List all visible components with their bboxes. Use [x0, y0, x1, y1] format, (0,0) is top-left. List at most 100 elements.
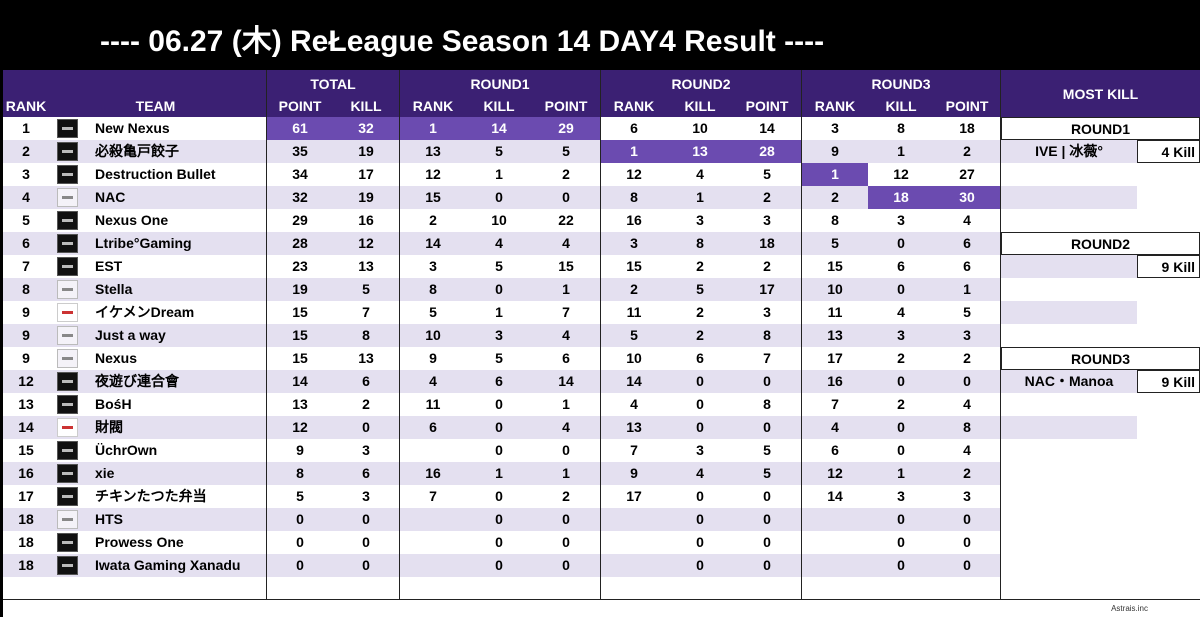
- total-point-cell: 61: [267, 117, 333, 140]
- most-kill-round3-player: NAC・Manoa: [1001, 370, 1137, 393]
- total-point-cell: 29: [292, 212, 308, 228]
- round3-point-cell: 5: [963, 304, 971, 320]
- table-row: 9 15 7 5 1 7 11 2 3 11 4 5 イケメンDream: [3, 301, 1000, 324]
- round2-kill-cell: 3: [696, 442, 704, 458]
- round1-kill-cell: 5: [495, 258, 503, 274]
- total-kill-cell: 19: [358, 189, 374, 205]
- round2-rank-cell: 12: [626, 166, 642, 182]
- team-name-cell: Stella: [95, 281, 133, 297]
- round1-rank-cell: 13: [425, 143, 441, 159]
- round1-rank-cell: 3: [429, 258, 437, 274]
- header-rank-team: RANK TEAM: [3, 70, 266, 117]
- header-round3-point: POINT: [945, 98, 989, 114]
- round2-point-cell: 8: [763, 396, 771, 412]
- round3-rank-cell: 1: [802, 163, 868, 186]
- total-kill-cell: 0: [362, 419, 370, 435]
- round3-rank-cell: 7: [831, 396, 839, 412]
- team-name-cell: NAC: [95, 189, 126, 205]
- divider-round2: [801, 70, 802, 599]
- team-name-cell: 財閥: [95, 419, 123, 435]
- round1-kill-cell: 0: [495, 557, 503, 573]
- round3-rank-cell: 5: [831, 235, 839, 251]
- round3-rank-cell: 8: [831, 212, 839, 228]
- round2-rank-cell: 14: [626, 373, 642, 389]
- most-kill-round1-label: ROUND1: [1001, 117, 1200, 140]
- round3-kill-cell: 2: [897, 350, 905, 366]
- round3-point-cell: 1: [963, 281, 971, 297]
- total-point-cell: 15: [292, 350, 308, 366]
- round1-kill-cell: 0: [495, 511, 503, 527]
- round1-point-cell: 1: [562, 281, 570, 297]
- team-logo-icon: [57, 165, 78, 184]
- round1-rank-cell: [400, 439, 466, 462]
- team-name-cell: Just a way: [95, 327, 166, 343]
- total-kill-cell: 3: [362, 442, 370, 458]
- rank-cell: 18: [18, 534, 34, 550]
- round3-point-cell: 8: [963, 419, 971, 435]
- total-point-cell: 8: [296, 465, 304, 481]
- total-point-cell: 23: [292, 258, 308, 274]
- round1-kill-cell: 1: [495, 304, 503, 320]
- team-logo-icon: [57, 533, 78, 552]
- round3-kill-cell: 8: [897, 120, 905, 136]
- round3-point-cell: 6: [963, 258, 971, 274]
- round2-point-cell: 2: [763, 189, 771, 205]
- round1-kill-cell: 14: [466, 117, 532, 140]
- divider-team: [266, 70, 267, 599]
- table-row: 14 12 0 6 0 4 13 0 0 4 0 8 財閥: [3, 416, 1000, 439]
- team-name-cell: HTS: [95, 511, 123, 527]
- total-kill-cell: 8: [362, 327, 370, 343]
- total-kill-cell: 3: [362, 488, 370, 504]
- round1-rank-cell: 5: [429, 304, 437, 320]
- table-row: 15 9 3 0 0 7 3 5 6 0 4 ÜchrOwn: [3, 439, 1000, 462]
- round1-point-cell: 2: [562, 488, 570, 504]
- rank-cell: 1: [22, 120, 30, 136]
- header-team: TEAM: [135, 98, 176, 114]
- total-point-cell: 13: [292, 396, 308, 412]
- round1-point-cell: 7: [562, 304, 570, 320]
- round2-kill-cell: 2: [696, 258, 704, 274]
- round1-kill-cell: 5: [495, 350, 503, 366]
- round1-point-cell: 29: [532, 117, 600, 140]
- round1-point-cell: 4: [562, 327, 570, 343]
- team-name-cell: EST: [95, 258, 123, 274]
- most-kill-round1-player: IVE | 冰薇°: [1001, 140, 1137, 163]
- round2-point-cell: 17: [759, 281, 775, 297]
- round1-kill-cell: 1: [495, 465, 503, 481]
- header-round3-label: ROUND3: [871, 76, 931, 92]
- most-kill-round1-blank: [1001, 186, 1137, 209]
- team-name-cell: BośH: [95, 396, 132, 412]
- rank-cell: 9: [22, 327, 30, 343]
- round2-kill-cell: 1: [696, 189, 704, 205]
- total-point-cell: 0: [296, 557, 304, 573]
- round3-kill-cell: 0: [897, 419, 905, 435]
- table-row: 18 0 0 0 0 0 0 0 0 Prowess One: [3, 531, 1000, 554]
- rank-cell: 9: [22, 304, 30, 320]
- round3-rank-cell: [802, 508, 868, 531]
- team-logo-icon: [57, 188, 78, 207]
- round2-kill-cell: 0: [696, 396, 704, 412]
- table-row: 16 8 6 16 1 1 9 4 5 12 1 2 xie: [3, 462, 1000, 485]
- round1-point-cell: 1: [562, 396, 570, 412]
- round3-rank-cell: 17: [827, 350, 843, 366]
- round1-rank-cell: [400, 531, 466, 554]
- round3-point-cell: 4: [963, 396, 971, 412]
- round2-kill-cell: 8: [696, 235, 704, 251]
- round3-point-cell: 3: [963, 327, 971, 343]
- round2-kill-cell: 2: [696, 327, 704, 343]
- table-row: 12 14 6 4 6 14 14 0 0 16 0 0 夜遊び連合會: [3, 370, 1000, 393]
- total-kill-cell: 17: [358, 166, 374, 182]
- team-logo-icon: [57, 510, 78, 529]
- round2-kill-cell: 5: [696, 281, 704, 297]
- round1-kill-cell: 10: [491, 212, 507, 228]
- header-round2-label: ROUND2: [671, 76, 731, 92]
- round1-kill-cell: 6: [495, 373, 503, 389]
- round3-kill-cell: 3: [897, 488, 905, 504]
- round3-kill-cell: 12: [893, 166, 909, 182]
- total-point-cell: 19: [292, 281, 308, 297]
- round1-point-cell: 22: [558, 212, 574, 228]
- round1-point-cell: 5: [562, 143, 570, 159]
- team-name-cell: xie: [95, 465, 115, 481]
- round3-point-cell: 2: [963, 465, 971, 481]
- credit-text: Astrais.inc: [1111, 604, 1148, 613]
